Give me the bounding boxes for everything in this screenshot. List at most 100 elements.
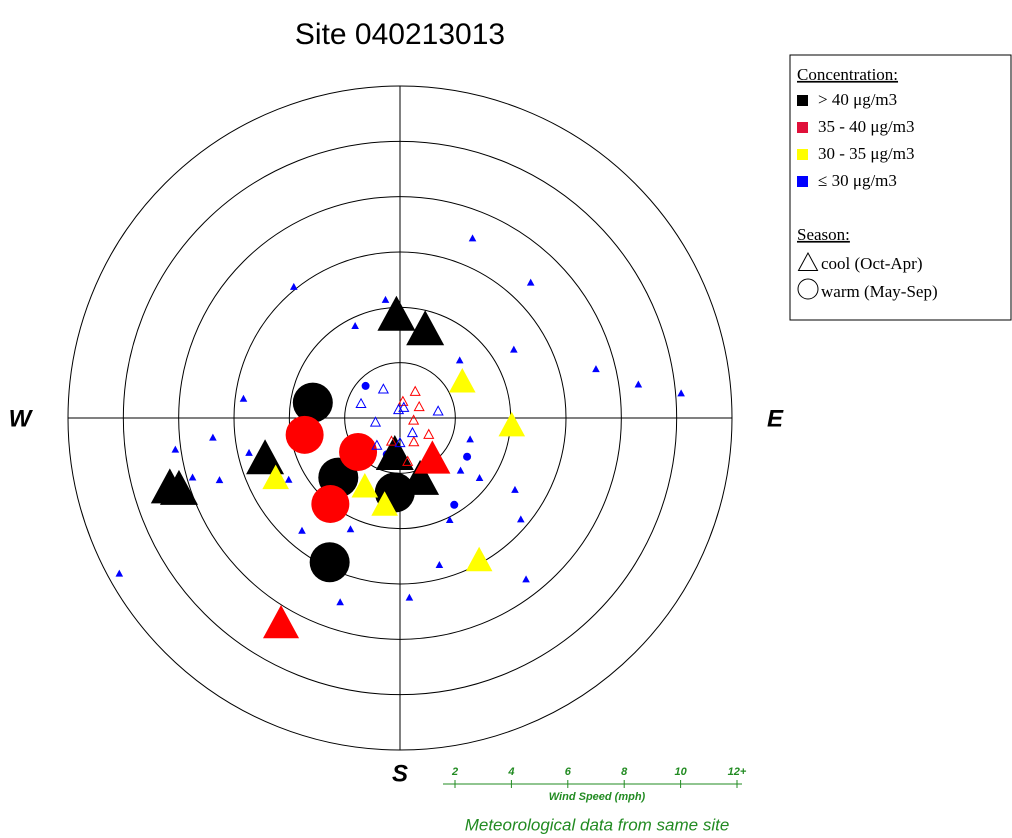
scale-tick-label: 10 xyxy=(674,766,687,778)
point xyxy=(448,368,476,393)
point xyxy=(369,416,382,427)
point xyxy=(355,397,367,409)
legend-label: warm (May-Sep) xyxy=(821,282,938,301)
legend-swatch xyxy=(797,122,808,133)
compass-east: E xyxy=(767,405,784,432)
point xyxy=(435,560,444,568)
scale-tick-label: 2 xyxy=(451,766,458,778)
point xyxy=(498,411,526,437)
point xyxy=(409,385,421,396)
point xyxy=(309,542,350,583)
point xyxy=(381,295,390,303)
point xyxy=(209,433,217,441)
legend-label: 35 - 40 μg/m3 xyxy=(818,117,914,136)
legend-marker xyxy=(797,278,819,300)
point xyxy=(408,435,420,447)
point xyxy=(292,382,333,423)
point xyxy=(284,475,293,483)
point xyxy=(394,436,406,448)
legend-marker xyxy=(797,251,819,271)
point xyxy=(298,526,306,534)
legend-label: ≤ 30 μg/m3 xyxy=(818,171,897,190)
legend-box xyxy=(789,54,1012,321)
point xyxy=(377,383,389,394)
point xyxy=(408,414,420,425)
legend-label: 30 - 35 μg/m3 xyxy=(818,144,914,163)
point xyxy=(406,426,419,438)
compass-west: W xyxy=(9,405,34,432)
point xyxy=(406,310,445,346)
point xyxy=(339,432,378,471)
point xyxy=(465,546,493,572)
point xyxy=(450,500,459,509)
point xyxy=(517,515,525,523)
point xyxy=(171,445,180,453)
point xyxy=(336,598,344,606)
point xyxy=(239,394,248,402)
point xyxy=(432,405,444,416)
point xyxy=(188,473,197,481)
point xyxy=(398,401,410,412)
point xyxy=(346,525,355,533)
legend-swatch xyxy=(797,95,808,106)
point xyxy=(375,434,414,470)
point xyxy=(475,473,484,481)
point xyxy=(522,575,530,583)
point xyxy=(285,415,324,454)
point xyxy=(115,569,124,577)
point xyxy=(246,439,285,475)
scale-tick-label: 12+ xyxy=(728,766,747,778)
point xyxy=(413,400,425,412)
point xyxy=(351,473,379,498)
point xyxy=(526,278,535,286)
legend-title: Season: xyxy=(797,225,850,244)
point xyxy=(311,485,350,524)
legend-label: > 40 μg/m3 xyxy=(818,90,897,109)
point xyxy=(371,491,398,516)
point xyxy=(510,345,518,353)
point xyxy=(245,448,253,456)
point xyxy=(634,380,643,388)
point xyxy=(414,440,451,474)
point xyxy=(677,389,685,397)
point xyxy=(215,476,224,484)
note: Meteorological data from same site xyxy=(465,815,730,834)
point xyxy=(463,452,472,461)
point xyxy=(262,464,289,490)
grid-ring xyxy=(67,85,733,751)
point xyxy=(159,469,198,505)
point xyxy=(397,395,409,406)
scale-tick-label: 4 xyxy=(507,766,514,778)
point xyxy=(402,455,414,466)
legend-swatch xyxy=(797,176,808,187)
grid-ring xyxy=(233,251,567,585)
point xyxy=(351,321,359,329)
point xyxy=(466,435,474,443)
point xyxy=(423,428,435,439)
legend-label: cool (Oct-Apr) xyxy=(821,254,923,273)
point xyxy=(445,515,454,523)
scale-label: Wind Speed (mph) xyxy=(549,791,646,803)
point xyxy=(468,234,477,242)
legend-swatch xyxy=(797,149,808,160)
scale-tick-label: 8 xyxy=(621,766,628,778)
point xyxy=(392,403,405,415)
point xyxy=(592,365,600,373)
point xyxy=(455,356,464,364)
point xyxy=(377,295,416,331)
grid-ring xyxy=(178,196,622,640)
point xyxy=(405,593,414,601)
point xyxy=(262,605,300,639)
legend-title: Concentration: xyxy=(797,65,898,84)
point xyxy=(371,439,383,450)
chart-title: Site 040213013 xyxy=(295,18,505,51)
grid-ring xyxy=(122,140,678,696)
point xyxy=(456,466,465,474)
point xyxy=(385,435,398,446)
scale-tick-label: 6 xyxy=(565,766,572,778)
point xyxy=(289,282,298,290)
point xyxy=(511,485,519,493)
compass-south: S xyxy=(392,760,408,787)
point xyxy=(361,381,370,390)
